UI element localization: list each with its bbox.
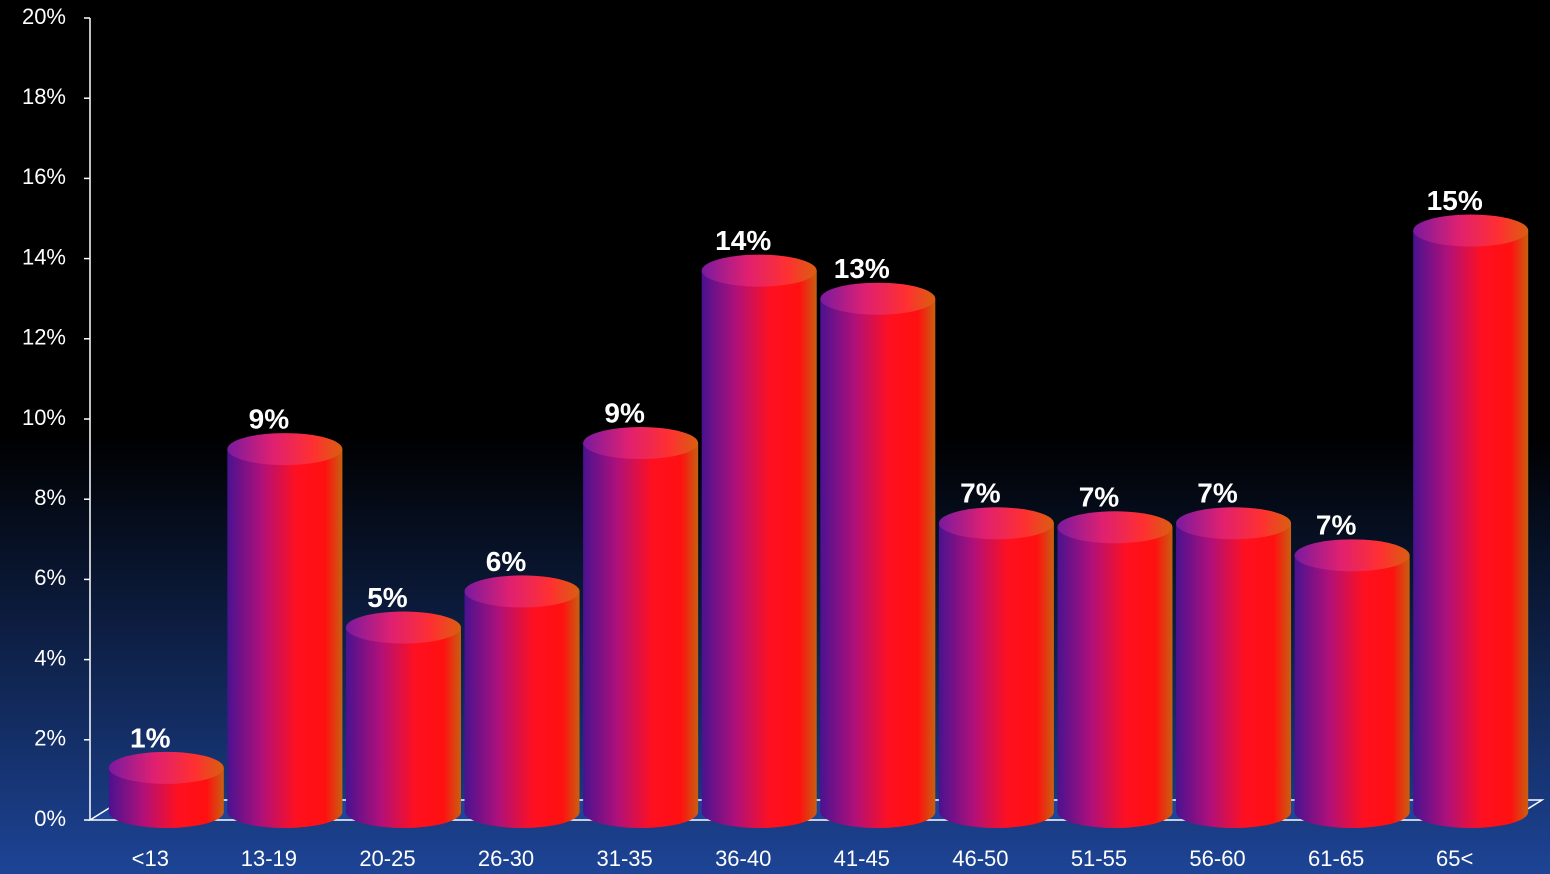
x-tick-label: <13 [132,846,169,871]
x-tick-label: 26-30 [478,846,534,871]
y-tick-label: 20% [22,4,66,29]
bar-body [227,449,343,812]
x-tick-label: 61-65 [1308,846,1364,871]
bar [1176,507,1292,828]
y-tick-label: 10% [22,405,66,430]
x-tick-label: 20-25 [359,846,415,871]
bar-body [583,443,699,812]
x-tick-label: 31-35 [596,846,652,871]
bar-top [938,507,1054,540]
bar [938,507,1054,828]
value-label: 7% [1079,482,1120,513]
bar [464,575,580,828]
bar-top [227,433,343,466]
bar-body [345,627,461,812]
bar-body [1176,523,1292,812]
bar-body [1057,527,1173,812]
bar-top [1294,539,1410,572]
x-tick-label: 56-60 [1189,846,1245,871]
bar-top [1057,511,1173,544]
y-tick-label: 8% [34,485,66,510]
bar-body [820,298,936,812]
y-tick-label: 12% [22,325,66,350]
bar-body [1413,230,1529,812]
y-tick-label: 4% [34,645,66,670]
x-tick-label: 13-19 [241,846,297,871]
bar-top [108,751,224,784]
x-tick-label: 65< [1436,846,1473,871]
y-tick-label: 6% [34,565,66,590]
y-tick-label: 18% [22,84,66,109]
bar [1057,511,1173,828]
bar-body [938,523,1054,812]
value-label: 1% [130,722,171,753]
bar-body [464,591,580,812]
bar-top [701,254,817,287]
value-label: 14% [715,225,771,256]
y-tick-label: 16% [22,164,66,189]
y-tick-label: 2% [34,726,66,751]
bar-body [701,270,817,812]
value-label: 5% [367,582,408,613]
bar [701,254,817,828]
bar [108,751,224,828]
bar-top [464,575,580,608]
x-tick-label: 36-40 [715,846,771,871]
bar-top [820,282,936,315]
x-tick-label: 41-45 [834,846,890,871]
value-label: 6% [486,546,527,577]
x-tick-label: 51-55 [1071,846,1127,871]
bar [820,282,936,828]
bar-top [583,427,699,460]
y-tick-label: 14% [22,244,66,269]
bar [227,433,343,828]
bar-top [1413,214,1529,247]
x-tick-label: 46-50 [952,846,1008,871]
bar [345,611,461,828]
value-label: 13% [834,253,890,284]
bar [1413,214,1529,828]
value-label: 15% [1427,185,1483,216]
bar-body [1294,555,1410,812]
value-label: 9% [604,397,645,428]
value-label: 7% [1197,478,1238,509]
y-tick-label: 0% [34,806,66,831]
value-label: 7% [1316,510,1357,541]
value-label: 9% [249,403,290,434]
value-label: 7% [960,478,1001,509]
bar-top [1176,507,1292,540]
bar-top [345,611,461,644]
bar [583,427,699,828]
bar [1294,539,1410,828]
